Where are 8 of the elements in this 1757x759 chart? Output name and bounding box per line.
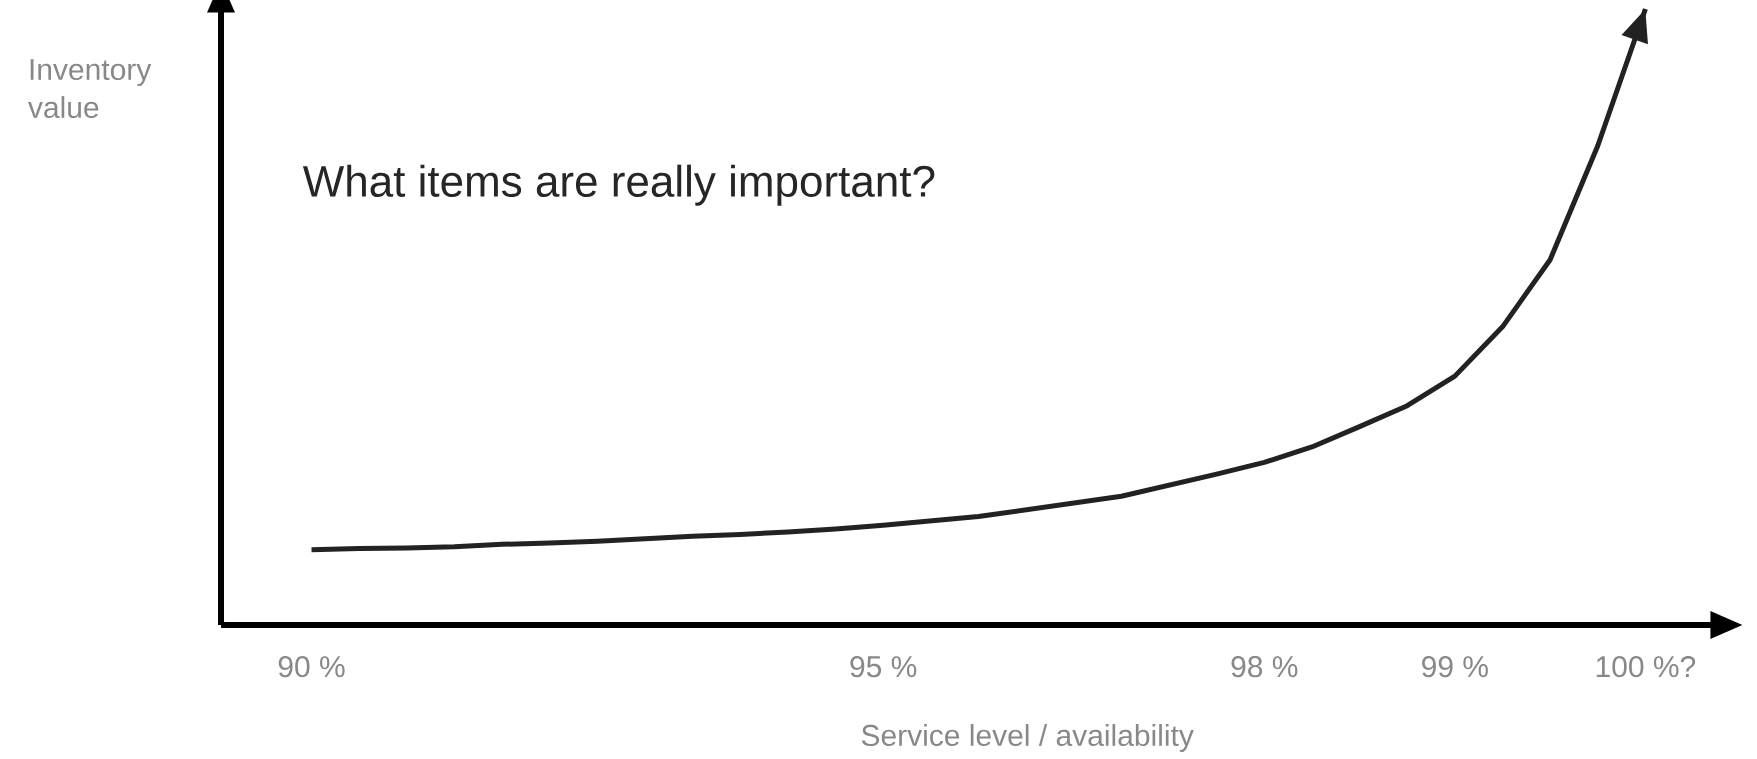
x-tick-label: 95 % xyxy=(850,656,917,678)
x-tick-label: 90 % xyxy=(278,656,345,678)
x-tick-label: 100 %? xyxy=(1596,656,1696,678)
y-axis-title: Inventory value xyxy=(28,59,152,119)
x-axis-title: Service level / availability xyxy=(861,724,1194,752)
x-tick-label: 99 % xyxy=(1422,656,1488,678)
text: What items are really important? xyxy=(302,164,935,206)
x-tick-label: 98 % xyxy=(1231,656,1298,678)
